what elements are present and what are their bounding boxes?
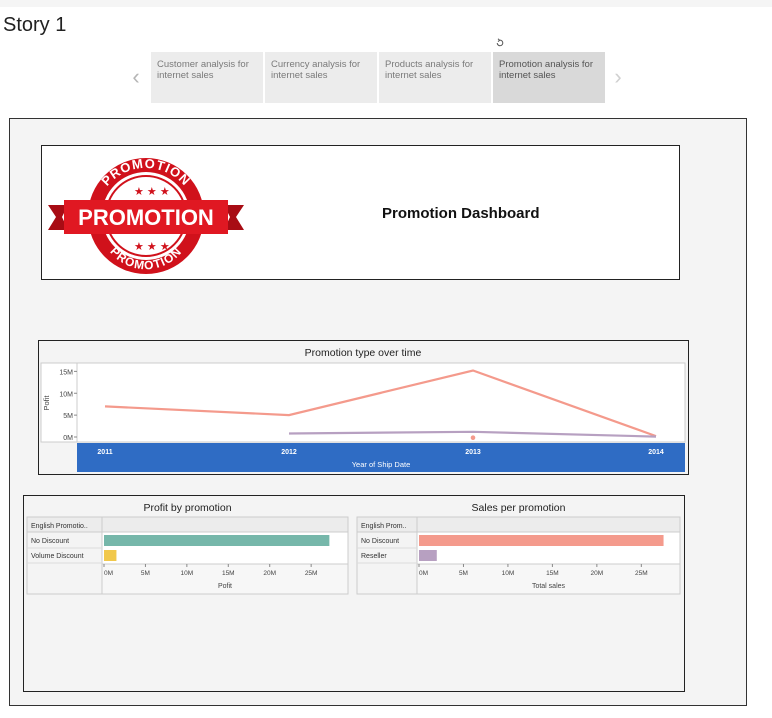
bar-chart-title: Profit by promotion [143,502,231,514]
x-tick-label: 2011 [97,449,112,456]
row-label: No Discount [361,538,399,545]
data-point-marker[interactable] [470,435,476,440]
x-tick-label: 2014 [648,449,664,456]
dashboard-header: PROMOTION PROMOTION ★ ★ ★ ★ ★ ★ PROMOTIO… [41,145,680,280]
promotion-logo: PROMOTION PROMOTION ★ ★ ★ ★ ★ ★ PROMOTIO… [48,156,244,274]
y-tick-label: 10M [59,391,73,398]
story-tab-customer-analysis[interactable]: Customer analysis for internet sales [151,52,263,103]
column-header-label: English Promotio.. [31,523,88,530]
top-band [0,0,772,7]
story-tab-products-analysis[interactable]: Products analysis for internet sales [379,52,491,103]
x-tick-label: 2012 [281,449,297,456]
x-tick-label: 0M [104,570,113,577]
x-axis-label: Pofit [218,583,232,590]
bar-charts-svg: Profit by promotion English Promotio.. No … [26,502,681,595]
svg-text:★ ★ ★: ★ ★ ★ [134,241,170,253]
story-title: Story 1 [3,14,67,36]
x-tick-label: 15M [222,570,235,577]
promotion-bars-container: Profit by promotion English Promotio.. No … [23,495,685,692]
previous-story-point-button[interactable]: ‹ [129,64,143,90]
x-tick-label: 10M [181,570,194,577]
dashboard-title: Promotion Dashboard [382,205,540,222]
x-tick-label: 25M [635,570,648,577]
x-axis-band [77,443,685,472]
bar-chart-0: Profit by promotion English Promotio.. No … [26,502,349,595]
bar[interactable] [419,550,437,561]
row-label: No Discount [31,538,69,545]
x-tick-label: 0M [419,570,428,577]
chevron-right-icon: › [614,64,622,89]
story-tab-currency-analysis[interactable]: Currency analysis for internet sales [265,52,377,103]
y-tick-label: 5M [63,413,73,420]
row-label: Volume Discount [31,553,84,560]
x-tick-label: 5M [459,570,468,577]
y-tick-label: 0M [63,435,73,442]
series-line-1[interactable] [288,430,657,438]
next-story-point-button[interactable]: › [611,64,625,90]
y-axis-label: Pofit [42,395,51,411]
column-header-label: English Prom.. [361,523,407,530]
svg-text:★ ★ ★: ★ ★ ★ [134,186,170,198]
series-line-0[interactable] [104,369,657,438]
x-tick-label: 20M [263,570,276,577]
bar-chart-title: Sales per promotion [472,502,566,514]
bar-chart-1: Sales per promotion English Prom.. No Disc… [356,502,681,595]
x-tick-label: 20M [591,570,604,577]
y-tick-label: 15M [59,369,73,376]
row-label: Reseller [361,553,387,560]
chevron-left-icon: ‹ [132,64,140,89]
x-tick-label: 5M [141,570,150,577]
chart-title: Promotion type over time [305,347,422,359]
logo-banner-text: PROMOTION [78,205,214,230]
x-tick-label: 2013 [465,449,481,456]
story-tab-promotion-analysis[interactable]: Promotion analysis for internet sales [493,52,605,103]
promotion-over-time-chart: Promotion type over time Pofit 0M 5M 10M 15… [38,340,689,475]
x-tick-label: 15M [546,570,559,577]
bar[interactable] [104,535,330,546]
x-tick-label: 25M [305,570,318,577]
bar[interactable] [419,535,664,546]
revert-icon[interactable] [495,38,505,48]
bar[interactable] [104,550,117,561]
x-tick-label: 10M [502,570,515,577]
line-chart-svg: Promotion type over time Pofit 0M 5M 10M 15… [40,342,687,472]
x-axis-label: Year of Ship Date [352,460,411,469]
x-axis-label: Total sales [532,583,566,590]
